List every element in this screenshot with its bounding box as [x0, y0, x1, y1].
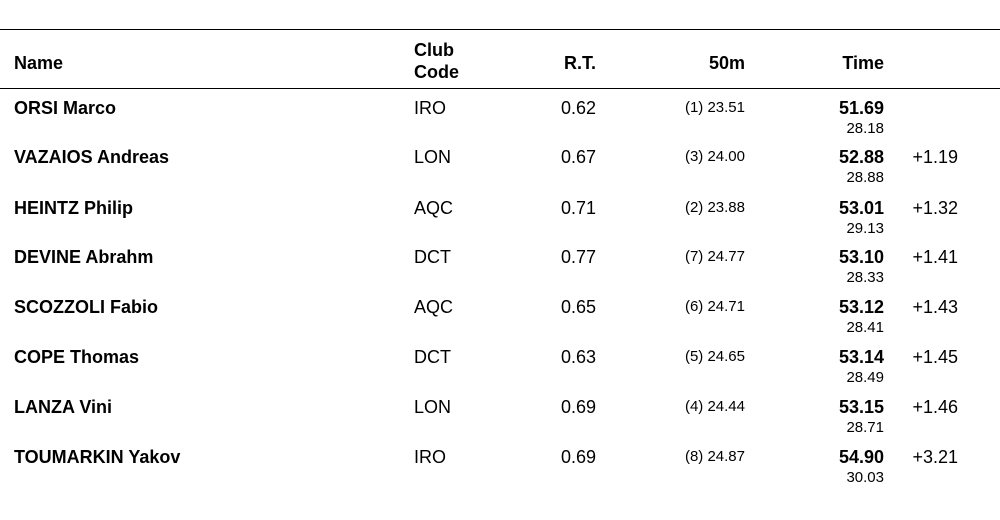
athlete-name: DEVINE Abrahm	[14, 247, 154, 267]
final-time: 53.12	[838, 297, 884, 317]
second-split: 28.33	[846, 269, 884, 286]
club-code: AQC	[414, 297, 454, 317]
club-code: DCT	[414, 347, 451, 367]
time-behind: +1.19	[912, 147, 958, 167]
time-behind: +1.32	[912, 198, 958, 218]
time-behind: +1.45	[912, 347, 958, 367]
split-50m: (5) 24.65	[684, 348, 745, 365]
table-row: ORSI Marco IRO 0.62 (1) 23.51 51.69 28.1…	[0, 97, 1000, 147]
reaction-time: 0.67	[560, 147, 596, 167]
second-split: 28.18	[846, 120, 884, 137]
reaction-time: 0.71	[560, 198, 596, 218]
final-time: 52.88	[838, 147, 884, 167]
athlete-name: TOUMARKIN Yakov	[14, 447, 181, 467]
table-row: LANZA Vini LON 0.69 (4) 24.44 53.15 28.7…	[0, 396, 1000, 446]
header-club-code: Club Code	[414, 39, 459, 83]
table-row: COPE Thomas DCT 0.63 (5) 24.65 53.14 28.…	[0, 346, 1000, 396]
header-name: Name	[14, 53, 64, 73]
final-time: 53.14	[838, 347, 884, 367]
split-50m: (2) 23.88	[684, 199, 745, 216]
athlete-name: ORSI Marco	[14, 98, 117, 118]
final-time: 53.01	[838, 198, 884, 218]
split-50m: (7) 24.77	[684, 248, 745, 265]
split-50m: (6) 24.71	[684, 298, 745, 315]
club-code: DCT	[414, 247, 451, 267]
header-time: Time	[842, 53, 884, 73]
club-code: IRO	[414, 98, 447, 118]
time-behind: +1.41	[912, 247, 958, 267]
split-50m: (1) 23.51	[684, 99, 745, 116]
athlete-name: HEINTZ Philip	[14, 198, 133, 218]
reaction-time: 0.65	[560, 297, 596, 317]
club-code: IRO	[414, 447, 447, 467]
reaction-time: 0.62	[560, 98, 596, 118]
header-club-line1: Club	[414, 40, 454, 60]
time-behind: +1.46	[912, 397, 958, 417]
club-code: LON	[414, 147, 452, 167]
athlete-name: VAZAIOS Andreas	[14, 147, 170, 167]
second-split: 30.03	[846, 469, 884, 486]
split-50m: (8) 24.87	[684, 448, 745, 465]
second-split: 28.71	[846, 419, 884, 436]
final-time: 54.90	[838, 447, 884, 467]
final-time: 51.69	[838, 98, 884, 118]
reaction-time: 0.77	[560, 247, 596, 267]
table-row: VAZAIOS Andreas LON 0.67 (3) 24.00 52.88…	[0, 146, 1000, 196]
table-row: TOUMARKIN Yakov IRO 0.69 (8) 24.87 54.90…	[0, 446, 1000, 496]
table-row: DEVINE Abrahm DCT 0.77 (7) 24.77 53.10 2…	[0, 246, 1000, 296]
header-50m-split: 50m	[708, 53, 745, 73]
reaction-time: 0.69	[560, 397, 596, 417]
club-code: LON	[414, 397, 452, 417]
second-split: 29.13	[846, 220, 884, 237]
final-time: 53.15	[838, 397, 884, 417]
top-rule	[0, 29, 1000, 30]
athlete-name: LANZA Vini	[14, 397, 112, 417]
final-time: 53.10	[838, 247, 884, 267]
header-rule	[0, 88, 1000, 89]
second-split: 28.41	[846, 319, 884, 336]
second-split: 28.88	[846, 169, 884, 186]
table-row: HEINTZ Philip AQC 0.71 (2) 23.88 53.01 2…	[0, 197, 1000, 247]
table-row: SCOZZOLI Fabio AQC 0.65 (6) 24.71 53.12 …	[0, 296, 1000, 346]
time-behind: +3.21	[912, 447, 958, 467]
split-50m: (4) 24.44	[684, 398, 745, 415]
split-50m: (3) 24.00	[684, 148, 745, 165]
header-reaction-time: R.T.	[563, 53, 596, 73]
club-code: AQC	[414, 198, 454, 218]
reaction-time: 0.63	[560, 347, 596, 367]
reaction-time: 0.69	[560, 447, 596, 467]
header-club-line2: Code	[414, 62, 459, 82]
time-behind: +1.43	[912, 297, 958, 317]
second-split: 28.49	[846, 369, 884, 386]
athlete-name: COPE Thomas	[14, 347, 140, 367]
athlete-name: SCOZZOLI Fabio	[14, 297, 158, 317]
